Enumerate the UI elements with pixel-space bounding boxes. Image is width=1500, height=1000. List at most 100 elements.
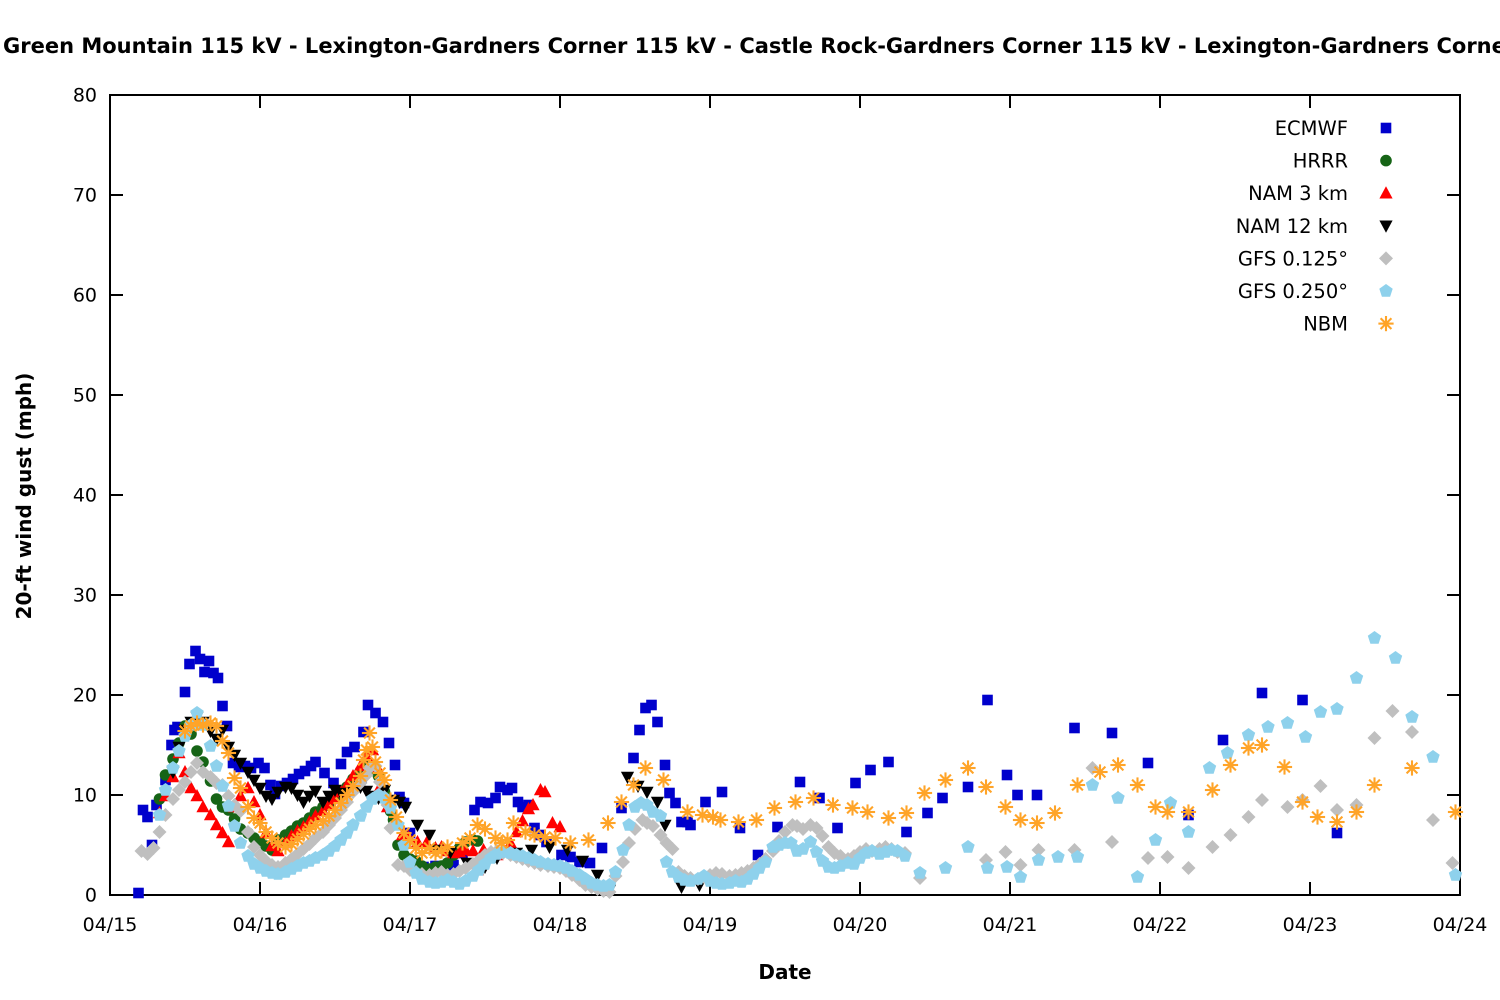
- data-point: [519, 825, 532, 839]
- y-tick-label: 80: [73, 85, 97, 107]
- legend-marker: [1380, 122, 1392, 134]
- data-point: [1445, 856, 1460, 870]
- legend-marker-pentagon-icon: [1379, 284, 1393, 297]
- data-point: [190, 645, 201, 657]
- legend-label-gfs-0-250-: GFS 0.250°: [1238, 280, 1348, 303]
- data-point: [247, 811, 261, 825]
- plot-frame: 0 10 20 30 40 50 60 70 80 04/15 04/16 04/17 04/18 04/…: [73, 85, 1488, 937]
- data-point: [1241, 728, 1256, 741]
- data-point: [664, 787, 675, 799]
- data-point: [346, 779, 360, 793]
- data-point: [832, 822, 843, 834]
- data-point: [233, 757, 248, 770]
- x-tick-label: 04/21: [983, 914, 1038, 936]
- data-point: [1330, 803, 1344, 817]
- data-point: [1031, 843, 1046, 857]
- data-point: [253, 782, 267, 795]
- data-point: [410, 819, 425, 832]
- data-point: [271, 836, 285, 850]
- data-point: [714, 813, 727, 827]
- data-point: [1255, 738, 1269, 752]
- data-point: [1106, 727, 1118, 739]
- data-point: [222, 746, 235, 760]
- data-point: [1367, 631, 1382, 644]
- data-point: [209, 759, 224, 772]
- data-point: [146, 841, 161, 855]
- data-point: [556, 849, 567, 861]
- data-point: [1349, 671, 1364, 684]
- data-point: [1350, 805, 1363, 819]
- legend-label-nam-3-km: NAM 3 km: [1248, 182, 1348, 205]
- data-point: [1013, 858, 1028, 872]
- data-point: [308, 785, 323, 798]
- x-tick-label: 04/24: [1433, 914, 1488, 936]
- data-point: [549, 831, 562, 845]
- data-point: [979, 780, 993, 794]
- data-point: [826, 798, 840, 812]
- data-point: [441, 857, 454, 869]
- data-point: [466, 844, 480, 857]
- data-point: [1280, 800, 1295, 814]
- data-point: [584, 857, 596, 869]
- data-point: [1330, 702, 1344, 715]
- data-point: [545, 816, 560, 829]
- data-point: [564, 836, 577, 850]
- data-point: [1224, 758, 1237, 772]
- data-point: [1070, 850, 1085, 863]
- data-point: [475, 796, 486, 808]
- data-point: [670, 797, 681, 809]
- data-point: [1160, 850, 1175, 864]
- data-point: [302, 790, 317, 803]
- data-point: [1313, 779, 1328, 793]
- data-point: [1449, 805, 1462, 819]
- legend-label-ecmwf: ECMWF: [1275, 117, 1348, 140]
- data-point: [794, 776, 806, 788]
- data-point: [456, 836, 469, 850]
- y-tick-label: 70: [73, 185, 97, 207]
- data-point: [515, 814, 530, 827]
- data-point: [900, 806, 913, 820]
- y-tick-label: 30: [73, 585, 97, 607]
- data-point: [341, 746, 353, 758]
- x-tick-label: 04/17: [383, 914, 438, 936]
- data-point: [538, 785, 552, 798]
- data-point: [685, 819, 696, 831]
- legend-label-hrrr: HRRR: [1293, 150, 1348, 173]
- legend: ECMWF HRRR NAM 3 km NAM 12 km GFS 0.125° GFS …: [1236, 117, 1394, 336]
- data-point: [998, 845, 1013, 859]
- data-point: [471, 818, 484, 832]
- data-point: [221, 789, 236, 803]
- data-point: [758, 855, 773, 868]
- data-point: [882, 811, 895, 825]
- data-point: [490, 792, 501, 804]
- data-point: [962, 781, 974, 793]
- data-point: [142, 811, 153, 823]
- data-point: [538, 830, 552, 844]
- data-point: [194, 653, 206, 665]
- data-point: [247, 774, 261, 787]
- data-point: [184, 781, 198, 794]
- x-tick-label: 04/19: [683, 914, 738, 936]
- data-point: [403, 855, 417, 868]
- data-point: [253, 757, 264, 769]
- data-point: [772, 821, 783, 833]
- data-point: [922, 807, 933, 819]
- data-point: [478, 822, 492, 836]
- legend-marker: [1379, 284, 1393, 297]
- data-point: [657, 773, 670, 787]
- data-point: [575, 855, 590, 868]
- legend-marker-circle-icon: [1380, 154, 1392, 167]
- x-tick-label: 04/18: [533, 914, 588, 936]
- data-point: [227, 757, 239, 769]
- data-point: [676, 816, 687, 828]
- data-point: [659, 759, 671, 771]
- data-point: [639, 761, 652, 775]
- data-point: [216, 734, 229, 748]
- data-point: [1241, 810, 1256, 824]
- data-point: [190, 716, 204, 730]
- data-point: [363, 726, 376, 740]
- data-point: [166, 761, 180, 774]
- data-point: [259, 762, 270, 774]
- data-point: [1012, 789, 1023, 801]
- data-point: [1161, 805, 1174, 819]
